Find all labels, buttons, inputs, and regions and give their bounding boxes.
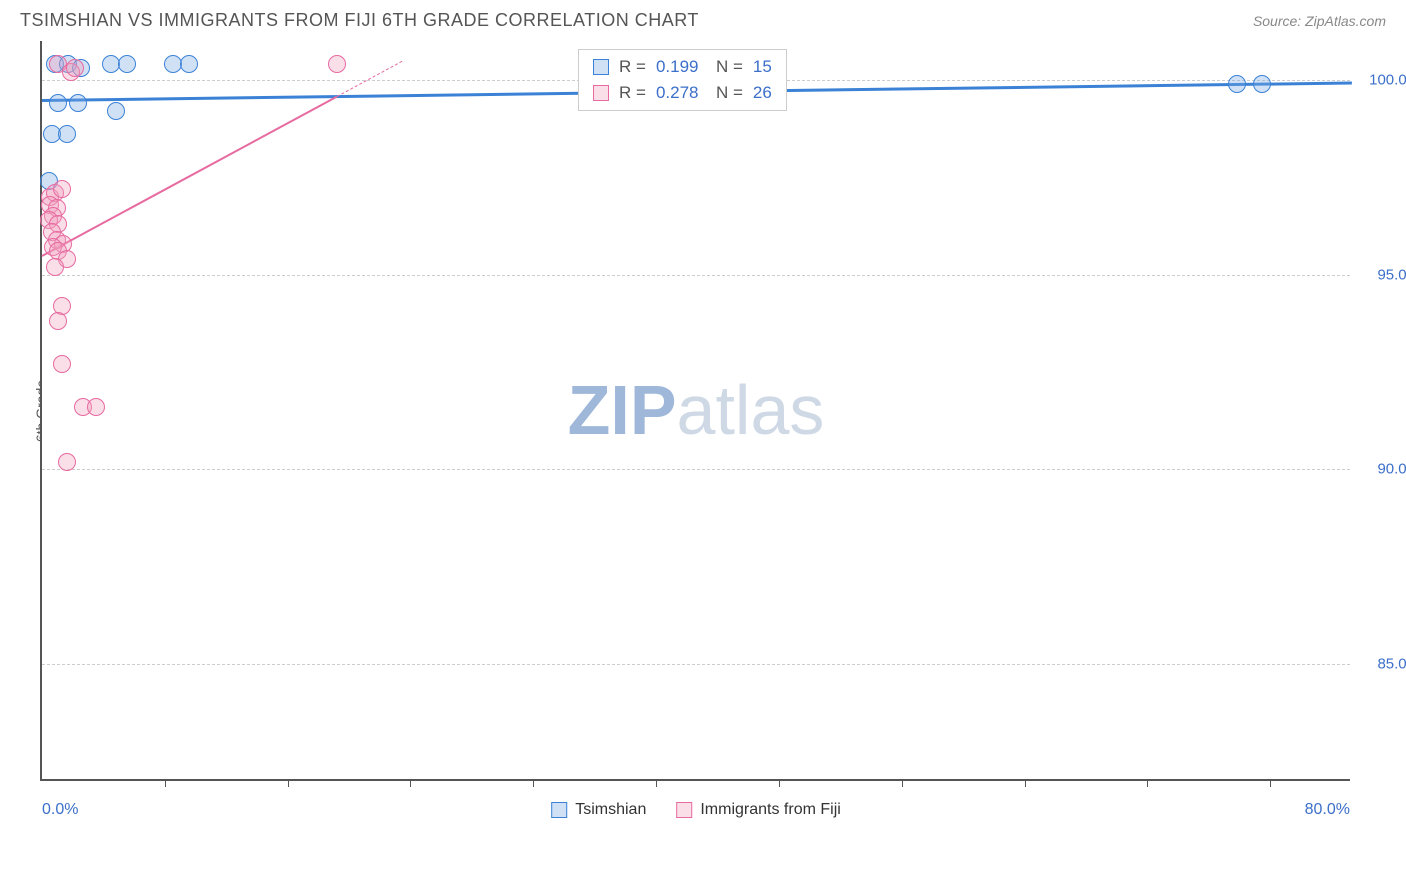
x-tick	[902, 779, 903, 787]
data-point	[58, 453, 76, 471]
legend-swatch	[676, 802, 692, 818]
trend-line	[42, 96, 338, 257]
data-point	[328, 55, 346, 73]
data-point	[69, 94, 87, 112]
legend-item: Tsimshian	[551, 801, 646, 819]
data-point	[53, 355, 71, 373]
legend-item: Immigrants from Fiji	[676, 801, 840, 819]
y-tick-label: 90.0%	[1360, 461, 1406, 478]
y-tick-label: 100.0%	[1360, 71, 1406, 88]
x-tick	[1270, 779, 1271, 787]
data-point	[118, 55, 136, 73]
chart-area: 6th Grade ZIPatlas 100.0%95.0%90.0%85.0%…	[40, 41, 1406, 781]
x-tick	[1147, 779, 1148, 787]
header: TSIMSHIAN VS IMMIGRANTS FROM FIJI 6TH GR…	[0, 0, 1406, 31]
data-point	[66, 59, 84, 77]
gridline	[42, 664, 1350, 665]
data-point	[107, 102, 125, 120]
x-tick	[1025, 779, 1026, 787]
x-max-label: 80.0%	[1305, 801, 1350, 819]
legend-row: R =0.199N =15	[579, 54, 786, 80]
legend-row: R =0.278N =26	[579, 80, 786, 106]
data-point	[1228, 75, 1246, 93]
data-point	[102, 55, 120, 73]
source-link[interactable]: ZipAtlas.com	[1305, 13, 1386, 29]
data-point	[58, 125, 76, 143]
gridline	[42, 275, 1350, 276]
y-tick-label: 95.0%	[1360, 266, 1406, 283]
data-point	[49, 312, 67, 330]
data-point	[180, 55, 198, 73]
data-point	[1253, 75, 1271, 93]
x-tick	[410, 779, 411, 787]
data-point	[164, 55, 182, 73]
bottom-legend: Tsimshian Immigrants from Fiji	[551, 801, 841, 819]
x-tick	[288, 779, 289, 787]
trend-line	[337, 61, 403, 97]
y-tick-label: 85.0%	[1360, 656, 1406, 673]
data-point	[46, 258, 64, 276]
legend-box: R =0.199N =15R =0.278N =26	[578, 49, 787, 111]
legend-swatch	[551, 802, 567, 818]
x-min-label: 0.0%	[42, 801, 78, 819]
legend-swatch	[593, 85, 609, 101]
data-point	[49, 94, 67, 112]
legend-swatch	[593, 59, 609, 75]
x-tick	[656, 779, 657, 787]
plot-region: ZIPatlas 100.0%95.0%90.0%85.0%0.0%80.0%R…	[40, 41, 1350, 781]
x-tick	[165, 779, 166, 787]
watermark: ZIPatlas	[568, 370, 825, 450]
source-credit: Source: ZipAtlas.com	[1253, 13, 1386, 29]
data-point	[53, 180, 71, 198]
chart-title: TSIMSHIAN VS IMMIGRANTS FROM FIJI 6TH GR…	[20, 10, 699, 31]
x-tick	[533, 779, 534, 787]
data-point	[87, 398, 105, 416]
x-tick	[779, 779, 780, 787]
gridline	[42, 469, 1350, 470]
